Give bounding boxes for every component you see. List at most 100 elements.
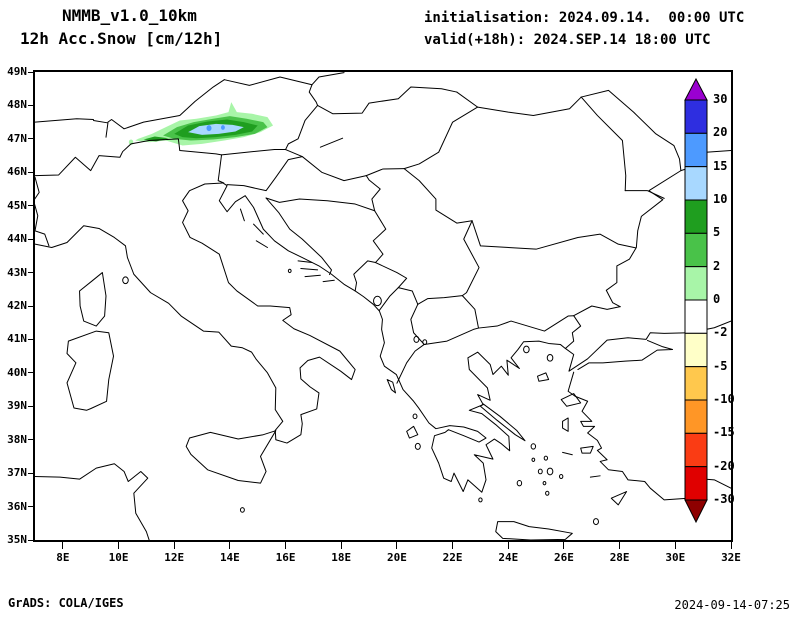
colorbar-band [684, 166, 708, 201]
island-zakynthos [415, 443, 420, 449]
lat-tick-label: 37N [7, 466, 27, 480]
island-ios [543, 482, 546, 485]
lake-scutari [374, 296, 382, 305]
border-serbia-bulgaria [462, 221, 479, 296]
island-samothrace [547, 354, 553, 361]
border-germany-austria [108, 80, 224, 129]
coastline-marmara [578, 340, 673, 369]
lon-tick [62, 542, 64, 549]
colorbar-svg [684, 77, 708, 524]
lat-tick [28, 338, 35, 340]
border-switzerland-austria [106, 123, 108, 137]
lon-tick-label: 30E [665, 551, 686, 564]
islands [67, 120, 627, 540]
island-chios [563, 418, 569, 431]
island-malta [240, 508, 244, 513]
colorbar-band [684, 432, 708, 468]
border-hungary-serbia [366, 169, 404, 176]
colorbar-label: -30 [713, 492, 735, 506]
lon-tick [340, 542, 342, 549]
lat-tick [28, 472, 35, 474]
lon-tick-label: 20E [386, 551, 407, 564]
colorbar-label: 30 [713, 92, 728, 106]
border-serbia-romania [404, 169, 472, 223]
model-title: NMMB_v1.0_10km [62, 6, 197, 25]
colorbar-band [684, 132, 708, 168]
colorbar-band [684, 199, 708, 234]
lon-tick-label: 14E [219, 551, 240, 564]
island-thasos [524, 346, 530, 353]
border-hungary-romania [404, 107, 477, 169]
island-corfu [387, 380, 395, 393]
colorbar-band [684, 299, 708, 334]
lon-tick-label: 28E [609, 551, 630, 564]
border-croatia-bosnia-north [266, 198, 375, 211]
lon-tick-label: 10E [108, 551, 129, 564]
lon-tick-label: 16E [275, 551, 296, 564]
island-amorgos [560, 474, 563, 478]
lat-tick [28, 439, 35, 441]
island-paros [538, 469, 542, 474]
border-ukraine-romania [478, 97, 582, 115]
snow-contour [188, 123, 244, 135]
colorbar-label: -2 [713, 325, 728, 340]
snow-contours [128, 102, 274, 146]
aegean-small-islands [563, 452, 601, 477]
island-crete [496, 522, 573, 540]
border-greece-turkey [565, 316, 580, 349]
lon-tick-label: 24E [498, 551, 519, 564]
lon-tick-label: 8E [56, 551, 70, 564]
island-lesbos [561, 394, 580, 407]
island-samos [581, 446, 594, 453]
colorbar-label: -15 [713, 425, 735, 440]
border-bulgaria-turkey [574, 306, 620, 316]
colorbar-label: 2 [713, 258, 721, 273]
colorbar-label: -5 [713, 358, 728, 373]
lat-tick-label: 40N [7, 365, 27, 379]
island-karpathos [593, 519, 598, 525]
lon-tick [563, 542, 565, 549]
colorbar-arrow-bottom [684, 499, 708, 524]
lat-tick-label: 46N [7, 165, 27, 179]
island-rhodes [611, 492, 626, 505]
lake-constance [93, 120, 107, 122]
island-mykonos [544, 456, 547, 460]
map [35, 72, 731, 540]
island-kythira [479, 498, 482, 502]
valid-time: valid(+18h): 2024.SEP.14 18:00 UTC [424, 32, 711, 48]
colorbar-band [684, 399, 708, 434]
border-albania-greece [397, 344, 424, 383]
lat-tick [28, 71, 35, 73]
lat-tick [28, 138, 35, 140]
island-limnos [538, 373, 549, 381]
lat-tick-label: 48N [7, 98, 27, 112]
coastline-balkans-greece [219, 183, 731, 492]
lat-tick-label: 47N [7, 131, 27, 145]
border-croatia-bosnia-west [266, 198, 331, 275]
lat-tick [28, 506, 35, 508]
border-bosnia-montenegro [354, 261, 376, 291]
island-santorini [546, 491, 549, 495]
lon-tick [396, 542, 398, 549]
lat-tick [28, 539, 35, 541]
lon-tick-label: 18E [331, 551, 352, 564]
island-euboea [480, 404, 525, 441]
lat-tick [28, 104, 35, 106]
border-albania-kosovo-montenegro [379, 288, 417, 311]
border-romania-bulgaria [472, 221, 636, 249]
lat-tick-label: 38N [7, 432, 27, 446]
field-title: 12h Acc.Snow [cm/12h] [20, 29, 223, 48]
coastlines [35, 151, 731, 540]
lon-tick-label: 32E [721, 551, 741, 564]
border-italy-slovenia [218, 155, 224, 183]
lat-tick-label: 42N [7, 299, 27, 312]
init-time: initialisation: 2024.09.14. 00:00 UTC [424, 10, 745, 26]
colorbar-label: 5 [713, 225, 721, 240]
lat-tick-label: 39N [7, 399, 27, 413]
lon-tick [285, 542, 287, 549]
lat-tick [28, 272, 35, 274]
lat-tick [28, 205, 35, 207]
lat-tick [28, 171, 35, 173]
border-bulgaria-greece [478, 316, 573, 331]
border-czech-slovakia [312, 73, 344, 85]
